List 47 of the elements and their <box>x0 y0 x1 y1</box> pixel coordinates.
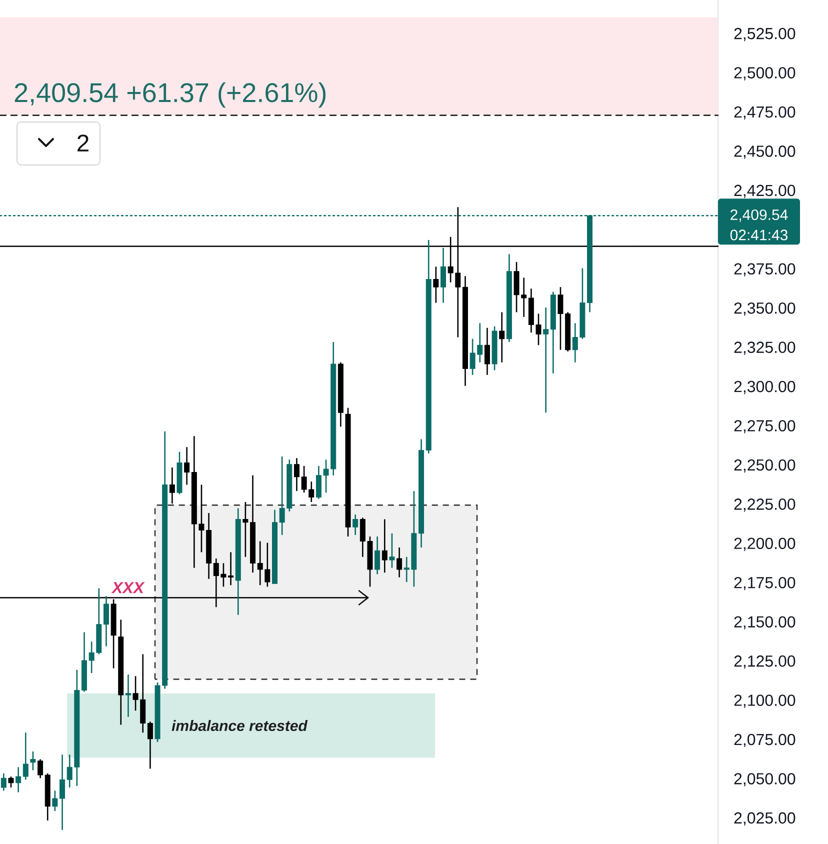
y-tick-label: 2,200.00 <box>734 538 796 551</box>
y-tick-label: 2,050.00 <box>734 773 796 786</box>
candlestick <box>484 327 490 376</box>
candlestick <box>389 532 395 569</box>
y-tick-label: 2,425.00 <box>734 184 796 198</box>
candlestick <box>147 720 153 770</box>
y-tick-label: 2,500.00 <box>734 67 796 80</box>
y-tick-label: 2,300.00 <box>734 380 796 394</box>
y-tick-label: 2,375.00 <box>734 263 796 276</box>
candlestick <box>440 247 446 304</box>
y-tick-label: 2,075.00 <box>734 734 796 748</box>
candlestick <box>0 772 6 792</box>
candlestick <box>8 776 14 788</box>
y-tick-label: 2,275.00 <box>734 420 796 434</box>
y-tick-label: 2,150.00 <box>734 616 796 630</box>
candlestick <box>169 466 175 504</box>
candlestick <box>184 446 190 486</box>
candlestick <box>374 536 380 575</box>
text: 2,409.54 +61.37 (+2.61%) <box>14 82 326 108</box>
y-tick-label: 2,175.00 <box>734 576 796 590</box>
annotation: 2 <box>78 134 88 152</box>
ref-line-label: XXX <box>111 582 145 594</box>
y-tick-label: 2,350.00 <box>734 302 796 316</box>
candlestick <box>103 595 109 647</box>
candlestick <box>38 758 44 779</box>
candlestick <box>30 750 36 771</box>
candlestick <box>543 306 549 414</box>
candlestick <box>499 312 505 364</box>
y-tick-label: 2,475.00 <box>734 106 796 120</box>
y-tick-label: 2,100.00 <box>734 694 796 708</box>
y-tick-label: 2,325.00 <box>734 342 796 355</box>
y-tick-label: 2,450.00 <box>734 146 796 159</box>
y-tick-label: 2,025.00 <box>734 812 796 826</box>
candlestick <box>125 674 131 718</box>
candlestick <box>433 266 439 304</box>
y-tick-label: 2,250.00 <box>734 459 796 473</box>
candlestick <box>16 766 22 793</box>
candlestick <box>22 732 28 780</box>
y-tick-label: 2,125.00 <box>734 655 796 669</box>
text: 02:41:43 <box>730 230 788 240</box>
candlestick <box>396 546 402 578</box>
y-tick-label: 2,525.00 <box>734 28 796 42</box>
candlestick <box>352 514 358 536</box>
band-label: imbalance retested <box>172 720 308 732</box>
ref-line-label: 2,409.54 <box>730 209 788 222</box>
y-tick-label: 2,225.00 <box>734 498 796 512</box>
candlestick <box>382 518 388 574</box>
